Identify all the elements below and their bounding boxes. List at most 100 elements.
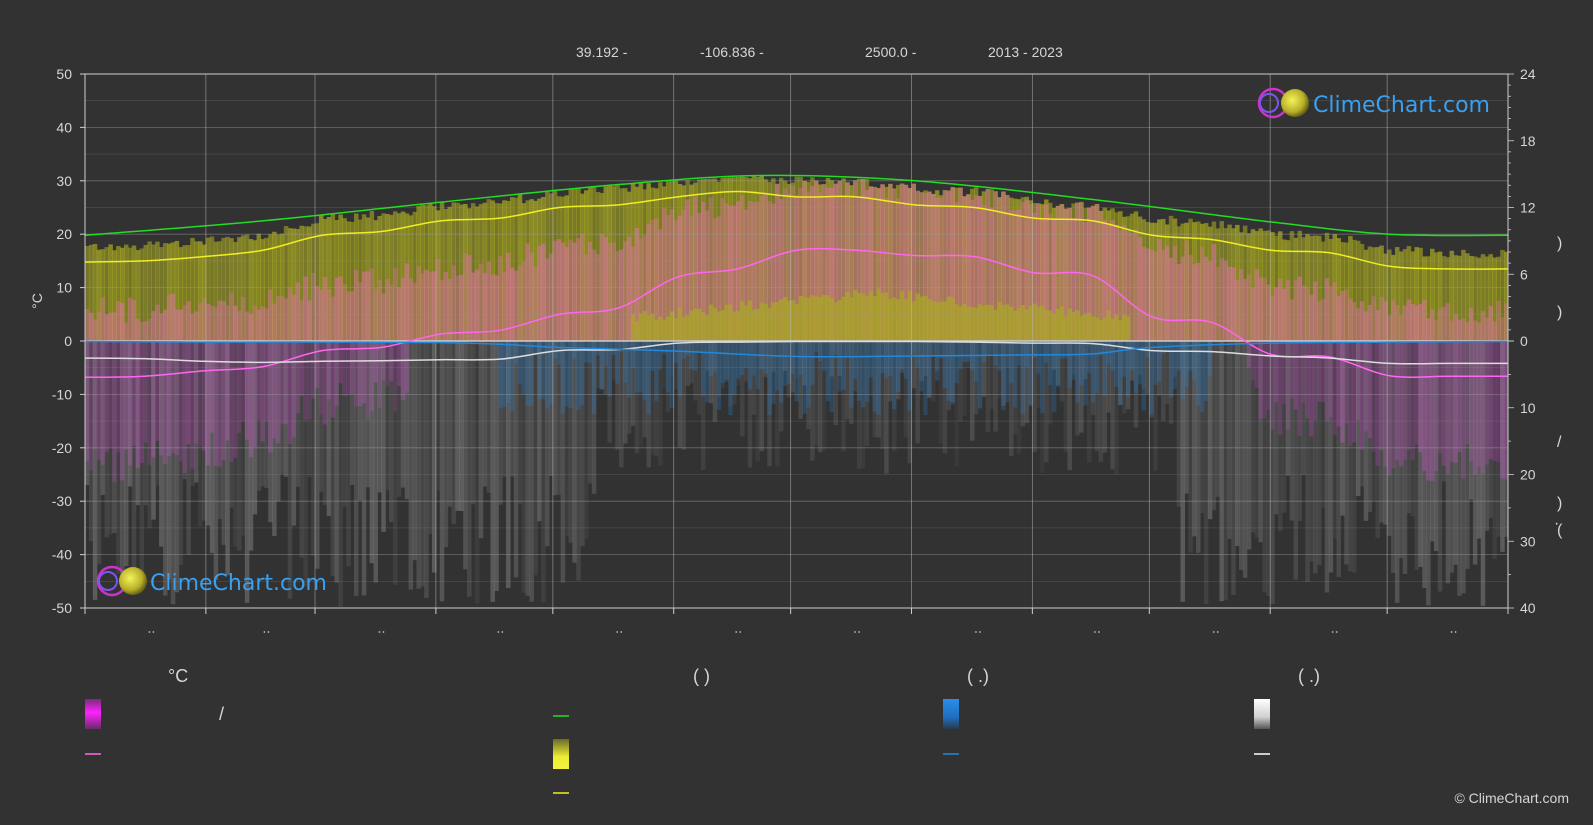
temp-stripe	[225, 305, 230, 341]
x-tick-dot	[1331, 631, 1334, 633]
sunshine-stripe	[1153, 222, 1158, 341]
temp-stripe	[1118, 229, 1123, 341]
temp-stripe	[1340, 290, 1345, 341]
rain-stripe	[732, 341, 737, 395]
temp-stripe	[1114, 224, 1119, 341]
y-axis-label: °C	[29, 293, 45, 309]
temp-stripe	[1238, 268, 1244, 341]
x-tick-dot	[620, 631, 623, 633]
temp-stripe	[923, 193, 928, 341]
sunshine-stripe	[907, 188, 913, 341]
sunshine-core-stripe	[693, 308, 698, 341]
sunshine-stripe	[1235, 224, 1240, 341]
temp-stripe	[295, 282, 301, 341]
temp-stripe	[969, 199, 975, 341]
temp-stripe	[1305, 287, 1310, 341]
temp-stripe	[817, 192, 823, 341]
y-tick-label: 20	[56, 226, 72, 242]
rain-stripe	[806, 341, 811, 408]
temp-stripe	[198, 303, 203, 341]
temp-stripe	[240, 297, 246, 341]
snow-stripe	[412, 341, 417, 561]
snow-stripe	[845, 341, 850, 420]
temp-stripe	[697, 212, 702, 341]
snow-stripe	[1274, 341, 1279, 515]
rain-stripe	[767, 341, 772, 415]
temp-stripe	[868, 186, 874, 341]
logo-bottom: ClimeChart.com	[96, 565, 327, 597]
snow-stripe	[494, 341, 499, 591]
snow-stripe	[416, 341, 421, 589]
sunshine-stripe	[938, 195, 944, 341]
sunshine-stripe	[143, 244, 148, 341]
sunshine-stripe	[354, 213, 359, 341]
temp-stripe	[1141, 246, 1147, 341]
rain-stripe	[685, 341, 690, 356]
snow-stripe	[623, 341, 628, 444]
rain-stripe	[888, 341, 893, 376]
snow-stripe	[506, 341, 511, 589]
temp-stripe	[174, 309, 180, 341]
y-tick-label: 40	[56, 119, 72, 135]
temp-stripe	[1192, 264, 1197, 341]
temp-stripe	[1336, 296, 1341, 341]
rain-stripe	[903, 341, 909, 379]
sunshine-stripe	[1118, 211, 1123, 341]
rain-stripe	[942, 341, 948, 389]
snow-stripe	[322, 341, 328, 506]
temp-stripe	[829, 187, 835, 341]
snow-stripe	[201, 341, 207, 521]
sunshine-stripe	[650, 187, 655, 341]
sunshine-core-stripe	[993, 309, 998, 341]
snow-stripe	[256, 341, 262, 491]
sunshine-core-stripe	[650, 313, 655, 341]
right-top-tick-label: 6	[1520, 266, 1528, 282]
sunshine-core-stripe	[1001, 304, 1006, 341]
sunshine-stripe	[1149, 222, 1154, 341]
logo-sun-icon	[1281, 89, 1309, 117]
snow-stripe	[439, 341, 445, 602]
rain-stripe	[1102, 341, 1108, 396]
rain-stripe	[607, 341, 612, 397]
sunshine-stripe	[186, 245, 191, 341]
temp-stripe	[1094, 204, 1100, 341]
rain-stripe	[931, 341, 936, 356]
snow-stripe	[108, 341, 113, 535]
rain-stripe	[1149, 341, 1154, 415]
sunshine-core-stripe	[973, 307, 979, 341]
rain-stripe	[1098, 341, 1104, 356]
temp-stripe	[1504, 303, 1508, 341]
snow-stripe	[478, 341, 484, 539]
temp-stripe	[155, 304, 160, 341]
snow-stripe	[498, 341, 503, 505]
temp-stripe	[400, 278, 406, 341]
sunshine-stripe	[92, 243, 98, 341]
rain-stripe	[1063, 341, 1069, 359]
temp-stripe	[736, 201, 741, 341]
snow-stripe	[424, 341, 429, 598]
snow-stripe	[1426, 341, 1431, 606]
sunshine-stripe	[1090, 205, 1096, 341]
snow-stripe	[1500, 341, 1505, 552]
snow-stripe	[283, 341, 289, 477]
rain-stripe	[1180, 341, 1186, 399]
sunshine-core-stripe	[646, 315, 651, 341]
snow-stripe	[1137, 341, 1143, 375]
sunshine-stripe	[162, 243, 168, 341]
rain-stripe	[619, 341, 624, 352]
snow-stripe	[1324, 341, 1330, 593]
snow-stripe	[404, 341, 410, 500]
temp-stripe	[1274, 287, 1279, 341]
snow-stripe	[131, 341, 137, 595]
temp-stripe	[802, 181, 807, 341]
sunshine-stripe	[1488, 254, 1494, 341]
sunshine-core-stripe	[837, 300, 842, 341]
sunshine-core-stripe	[771, 302, 776, 341]
sunshine-stripe	[1285, 240, 1291, 341]
temp-stripe	[322, 276, 328, 341]
sunshine-core-stripe	[966, 306, 971, 341]
temp-stripe	[1075, 202, 1080, 341]
sunshine-stripe	[654, 188, 659, 341]
temp-stripe	[584, 254, 589, 341]
temp-stripe	[435, 259, 441, 341]
